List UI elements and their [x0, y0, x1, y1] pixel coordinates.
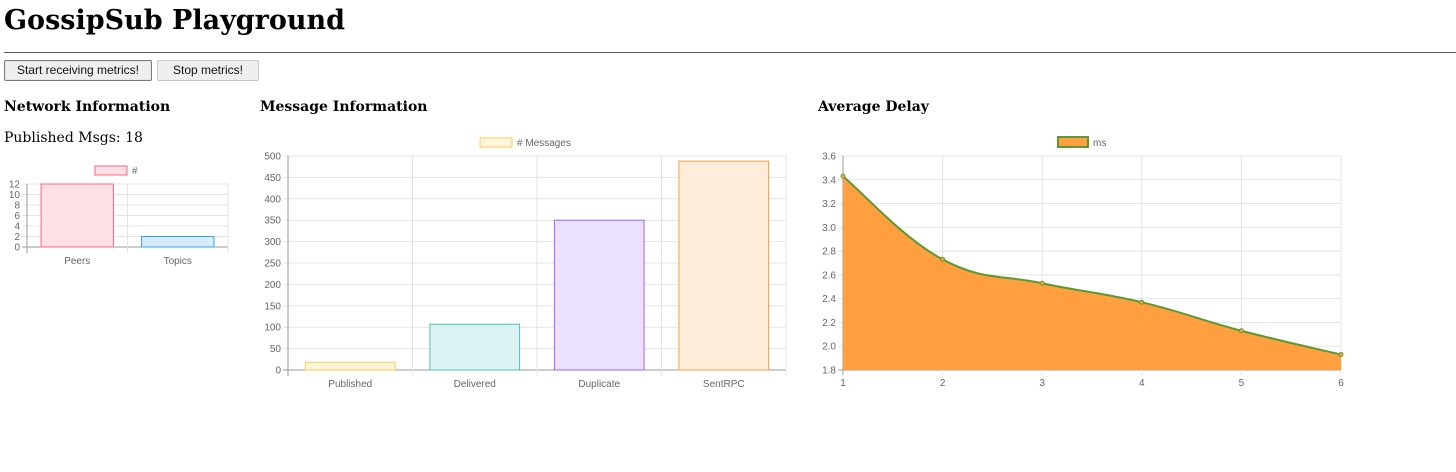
message-info-heading: Message Information: [260, 99, 428, 115]
bar-published: [304, 361, 396, 371]
messages-chart: # Messages500450400350300250200150100500…: [264, 137, 787, 390]
y-tick-label: 3.6: [822, 152, 836, 163]
legend-swatch: [94, 165, 128, 176]
start-metrics-button[interactable]: Start receiving metrics!: [4, 60, 152, 81]
y-tick-label: 2.2: [822, 318, 836, 329]
y-tick-label: 0: [14, 243, 20, 254]
x-tick-label: 4: [1139, 378, 1145, 389]
y-tick-label: 0: [275, 366, 281, 377]
average-delay-heading: Average Delay: [818, 99, 929, 115]
bar-peers: [40, 183, 114, 248]
bar-duplicate: [553, 219, 645, 371]
y-tick-label: 2.0: [822, 342, 836, 353]
x-tick-label: Topics: [164, 256, 192, 267]
x-tick-label: 5: [1239, 378, 1245, 389]
y-tick-label: 3.0: [822, 223, 836, 234]
network-info-heading: Network Information: [4, 99, 171, 115]
y-tick-label: 4: [14, 222, 20, 233]
y-tick-label: 400: [264, 194, 281, 205]
y-tick-label: 200: [264, 280, 281, 291]
x-tick-label: Delivered: [454, 379, 496, 390]
legend-label: ms: [1093, 138, 1106, 149]
y-tick-label: 2.6: [822, 270, 836, 281]
page-title: GossipSub Playground: [4, 5, 346, 36]
area-fill: [843, 176, 1341, 370]
data-point: [1238, 328, 1244, 334]
bar-sentrpc: [678, 160, 770, 371]
x-tick-label: 6: [1338, 378, 1344, 389]
x-tick-label: 3: [1039, 378, 1045, 389]
legend-swatch: [1057, 136, 1089, 148]
y-tick-label: 6: [14, 211, 20, 222]
y-tick-label: 100: [264, 323, 281, 334]
y-tick-label: 10: [9, 190, 21, 201]
legend-swatch: [479, 137, 513, 148]
y-tick-label: 300: [264, 237, 281, 248]
y-tick-label: 250: [264, 259, 281, 270]
y-tick-label: 2.8: [822, 247, 836, 258]
y-tick-label: 3.2: [822, 199, 836, 210]
y-tick-label: 8: [14, 201, 20, 212]
delay-chart: ms 3.6 3.4 3.2 3.0 2.8 2.6 2.4 2.2 2.0 1.8 1 2 3 4 5 6: [822, 136, 1344, 389]
x-tick-label: 2: [940, 378, 946, 389]
y-tick-label: 2.4: [822, 294, 836, 305]
x-tick-label: Published: [328, 379, 372, 390]
series-line: [842, 175, 1342, 356]
data-point: [1139, 299, 1145, 305]
y-tick-label: 1.8: [822, 366, 836, 377]
published-msgs-value: 18: [125, 130, 143, 146]
x-tick-label: SentRPC: [703, 379, 745, 390]
x-tick-label: Peers: [64, 256, 90, 267]
published-msgs-label: Published Msgs:: [4, 130, 121, 146]
legend-label: # Messages: [517, 138, 571, 149]
title-divider: [4, 52, 1456, 53]
y-tick-label: 450: [264, 173, 281, 184]
bar-delivered: [429, 323, 521, 371]
legend-label: #: [132, 166, 138, 177]
bar-topics: [141, 236, 215, 248]
data-point: [1039, 280, 1045, 286]
stop-metrics-button[interactable]: Stop metrics!: [157, 60, 259, 81]
y-tick-label: 2: [14, 232, 20, 243]
data-point: [940, 256, 946, 262]
x-tick-label: Duplicate: [578, 379, 620, 390]
y-tick-label: 150: [264, 301, 281, 312]
y-tick-label: 350: [264, 216, 281, 227]
published-msgs: Published Msgs: 18: [4, 129, 143, 147]
y-tick-label: 500: [264, 152, 281, 163]
y-tick-label: 3.4: [822, 175, 836, 186]
y-tick-label: 12: [9, 180, 21, 191]
data-point: [1338, 352, 1344, 358]
y-tick-label: 50: [270, 344, 282, 355]
data-point: [840, 173, 846, 179]
x-tick-label: 1: [840, 378, 846, 389]
